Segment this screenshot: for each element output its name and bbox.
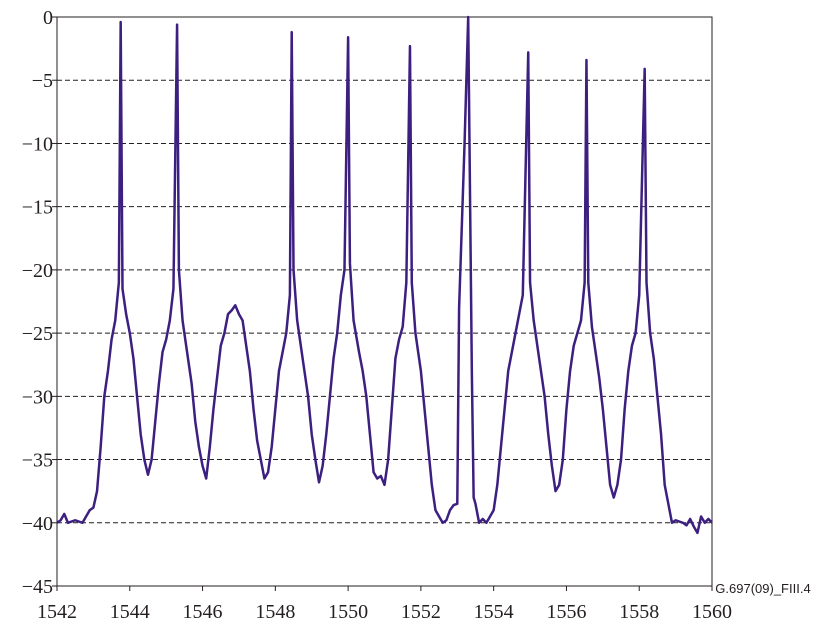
x-tick-label: 1560 — [692, 601, 732, 623]
y-tick-label: −35 — [22, 450, 53, 472]
x-tick-label: 1550 — [328, 601, 368, 623]
y-tick-label: −25 — [22, 323, 53, 345]
y-tick-label: −45 — [22, 576, 53, 598]
x-tick-label: 1544 — [110, 601, 150, 623]
y-tick-label: 0 — [43, 7, 53, 29]
x-tick-label: 1548 — [255, 601, 295, 623]
y-tick-label: −5 — [32, 70, 53, 92]
x-tick-label: 1552 — [401, 601, 441, 623]
x-tick-label: 1542 — [37, 601, 77, 623]
y-tick-label: −15 — [22, 197, 53, 219]
plot-frame — [56, 16, 713, 587]
x-tick-label: 1558 — [619, 601, 659, 623]
x-tick-label: 1554 — [474, 601, 514, 623]
figure-id: G.697(09)_FIII.4 — [715, 581, 810, 596]
y-tick-label: −30 — [22, 386, 53, 408]
y-tick-label: −20 — [22, 260, 53, 282]
y-tick-label: −10 — [22, 133, 53, 155]
y-tick-label: −40 — [22, 513, 53, 535]
spectrum-line — [56, 15, 713, 535]
x-tick-label: 1546 — [183, 601, 223, 623]
x-tick-label: 1556 — [546, 601, 586, 623]
